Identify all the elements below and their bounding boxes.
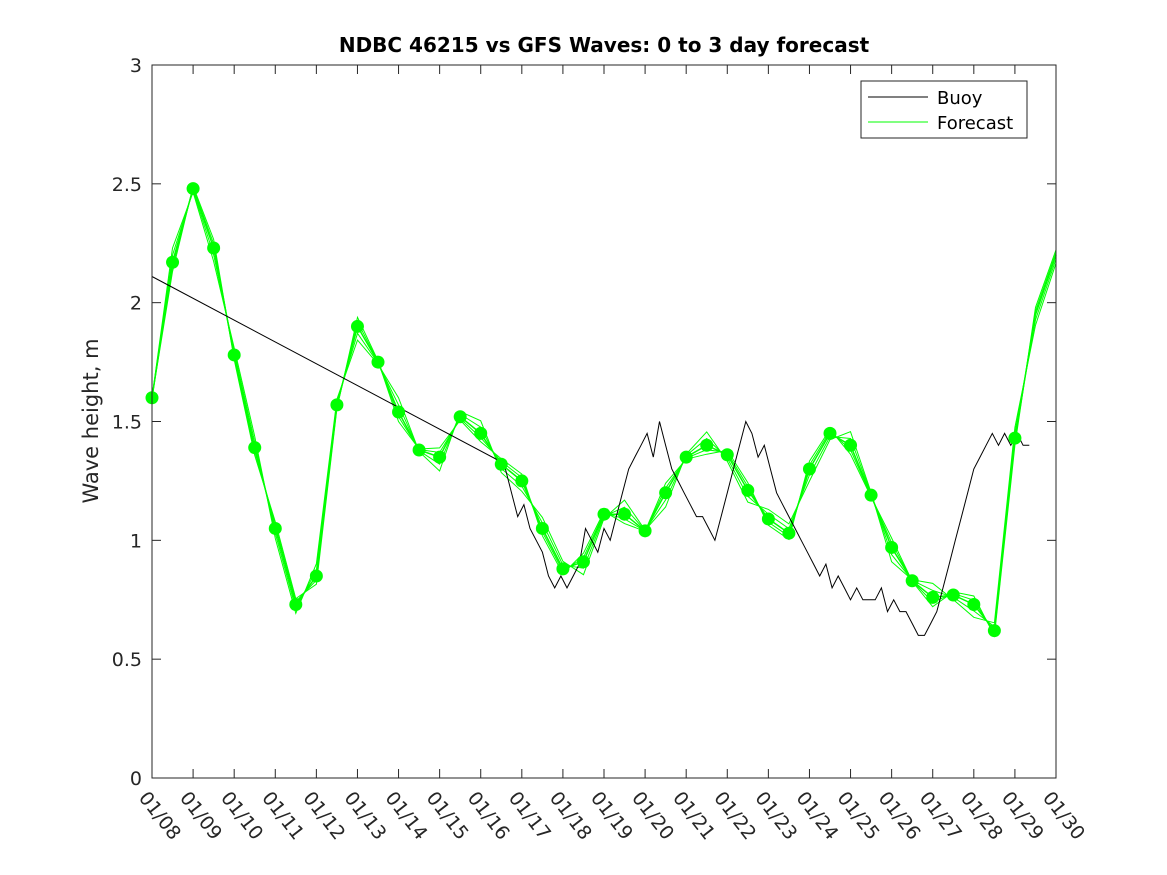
forecast-point xyxy=(823,426,837,440)
forecast-point xyxy=(186,182,200,196)
forecast-point xyxy=(330,398,344,412)
forecast-point xyxy=(720,448,734,462)
y-tick-label: 2.5 xyxy=(112,174,142,196)
forecast-markers xyxy=(145,182,1022,638)
forecast-point xyxy=(289,598,303,612)
y-tick-label: 0 xyxy=(130,768,142,790)
y-tick-label: 3 xyxy=(130,55,142,77)
forecast-point xyxy=(987,624,1001,638)
forecast-point xyxy=(494,457,508,471)
legend[interactable]: Buoy Forecast xyxy=(860,80,1028,139)
forecast-point xyxy=(515,474,529,488)
legend-buoy-label: Buoy xyxy=(937,88,983,109)
y-tick-label: 1.5 xyxy=(112,412,142,434)
forecast-point xyxy=(782,526,796,540)
forecast-point xyxy=(350,319,364,333)
forecast-point xyxy=(597,507,611,521)
y-tick-label: 0.5 xyxy=(112,649,142,671)
forecast-point xyxy=(412,443,426,457)
chart-title: NDBC 46215 vs GFS Waves: 0 to 3 day fore… xyxy=(339,33,870,57)
forecast-point xyxy=(844,438,858,452)
forecast-point xyxy=(700,438,714,452)
forecast-point xyxy=(248,441,262,455)
forecast-point xyxy=(885,540,899,554)
forecast-point xyxy=(741,483,755,497)
forecast-point xyxy=(207,241,221,255)
forecast-point xyxy=(268,521,282,535)
forecast-point xyxy=(309,569,323,583)
forecast-point xyxy=(474,426,488,440)
forecast-point xyxy=(967,598,981,612)
plot-area xyxy=(145,64,1057,779)
forecast-point xyxy=(227,348,241,362)
forecast-point xyxy=(535,521,549,535)
forecast-point xyxy=(556,562,570,576)
y-axis-label: Wave height, m xyxy=(79,338,103,503)
forecast-point xyxy=(576,555,590,569)
forecast-point xyxy=(1008,431,1022,445)
forecast-point xyxy=(905,574,919,588)
forecast-point xyxy=(371,355,385,369)
forecast-point xyxy=(926,590,940,604)
plot-background xyxy=(152,65,1056,778)
forecast-point xyxy=(618,507,632,521)
legend-box xyxy=(860,80,1028,139)
forecast-point xyxy=(864,488,878,502)
forecast-point xyxy=(679,450,693,464)
y-tick-label: 2 xyxy=(130,293,142,315)
forecast-point xyxy=(946,588,960,602)
forecast-point xyxy=(802,462,816,476)
buoy-series-line xyxy=(151,276,1030,636)
forecast-point xyxy=(392,405,406,419)
legend-forecast-label: Forecast xyxy=(937,113,1013,134)
y-tick-label: 1 xyxy=(130,530,142,552)
forecast-point xyxy=(761,512,775,526)
forecast-point xyxy=(433,450,447,464)
y-axis: 0 0.5 1 1.5 2 2.5 3 xyxy=(112,55,1056,790)
forecast-point xyxy=(166,255,180,269)
forecast-point xyxy=(453,410,467,424)
forecast-point xyxy=(659,486,673,500)
forecast-point xyxy=(638,524,652,538)
buoy-line xyxy=(151,276,1030,636)
